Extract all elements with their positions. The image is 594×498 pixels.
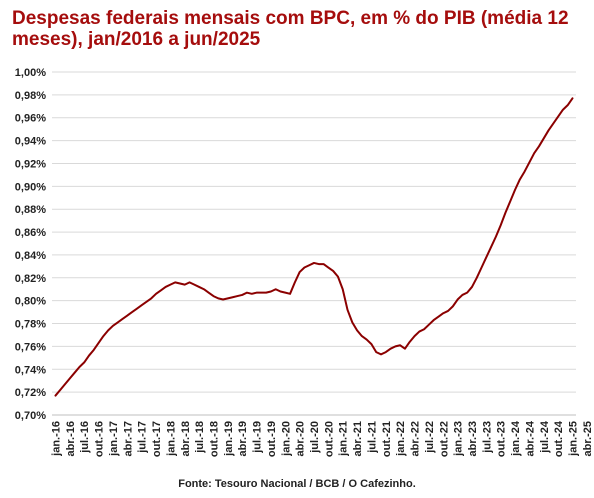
x-tick-label: jan.-25 [568, 421, 580, 457]
x-tick-label: abr.-21 [352, 421, 364, 456]
x-tick-label: out.-17 [151, 421, 163, 457]
x-tick-label: out.-24 [553, 420, 565, 457]
y-tick-label: 0,92% [15, 158, 46, 170]
x-tick-label: abr.-19 [237, 421, 249, 456]
y-tick-label: 0,90% [15, 181, 46, 193]
chart-title: Despesas federais mensais com BPC, em % … [12, 8, 569, 50]
x-tick-label: jul.-22 [424, 421, 436, 454]
x-tick-label: abr.-16 [65, 421, 77, 456]
x-tick-label: jan.-20 [280, 421, 292, 457]
x-axis-tick-labels: jan.-16 abr.-16 jul.-16 out.-16 jan.-17 abr.-… [51, 420, 594, 457]
y-tick-label: 0,70% [15, 410, 46, 422]
x-tick-label: jan.-24 [510, 420, 522, 457]
x-tick-label: out.-21 [381, 421, 393, 457]
y-tick-label: 0,94% [15, 136, 46, 148]
x-tick-label: jan.-21 [338, 421, 350, 457]
y-tick-label: 0,72% [15, 387, 46, 399]
x-tick-label: jul.-19 [252, 421, 264, 454]
x-tick-label: out.-18 [208, 421, 220, 457]
x-tick-label: jan.-22 [395, 421, 407, 457]
x-tick-label: out.-16 [94, 421, 106, 457]
y-tick-label: 0,82% [15, 273, 46, 285]
x-tick-label: abr.-25 [582, 421, 594, 456]
x-tick-label: jan.-19 [223, 421, 235, 457]
x-tick-label: jul.-17 [137, 421, 149, 454]
x-tick-label: abr.-23 [467, 421, 479, 456]
y-tick-label: 0,96% [15, 113, 46, 125]
source-note: Fonte: Tesouro Nacional / BCB / O Cafezi… [178, 478, 416, 490]
x-tick-label: abr.-18 [180, 421, 192, 456]
y-tick-label: 0,98% [15, 90, 46, 102]
y-tick-label: 0,78% [15, 319, 46, 331]
y-tick-label: 0,84% [15, 250, 46, 262]
y-tick-label: 0,88% [15, 204, 46, 216]
x-tick-label: out.-19 [266, 421, 278, 457]
x-tick-label: jul.-20 [309, 421, 321, 454]
x-tick-label: jul.-24 [539, 420, 551, 454]
x-tick-label: jan.-17 [108, 421, 120, 457]
gridlines [52, 71, 576, 416]
x-tick-label: jan.-18 [165, 421, 177, 457]
x-tick-label: jul.-21 [366, 421, 378, 454]
x-tick-label: jan.-16 [51, 421, 63, 457]
x-tick-label: abr.-17 [122, 421, 134, 456]
x-tick-label: jan.-23 [453, 421, 465, 457]
x-tick-label: jul.-23 [481, 421, 493, 454]
x-tick-label: out.-22 [438, 421, 450, 457]
y-tick-label: 1,00% [15, 67, 46, 79]
y-tick-label: 0,86% [15, 227, 46, 239]
x-tick-label: jul.-18 [194, 421, 206, 454]
x-tick-label: out.-23 [496, 421, 508, 457]
series-line [54, 97, 574, 397]
x-tick-label: abr.-22 [410, 421, 422, 456]
x-tick-label: abr.-20 [295, 421, 307, 456]
y-axis-tick-labels: 0,70% 0,72% 0,74% 0,76% 0,78% 0,80% 0,82% 0,84%… [15, 67, 46, 422]
x-tick-label: jul.-16 [79, 421, 91, 454]
y-tick-label: 0,74% [15, 364, 46, 376]
x-tick-label: out.-20 [323, 421, 335, 457]
y-tick-label: 0,76% [15, 341, 46, 353]
y-tick-label: 0,80% [15, 296, 46, 308]
x-tick-label: abr.-24 [524, 420, 536, 456]
